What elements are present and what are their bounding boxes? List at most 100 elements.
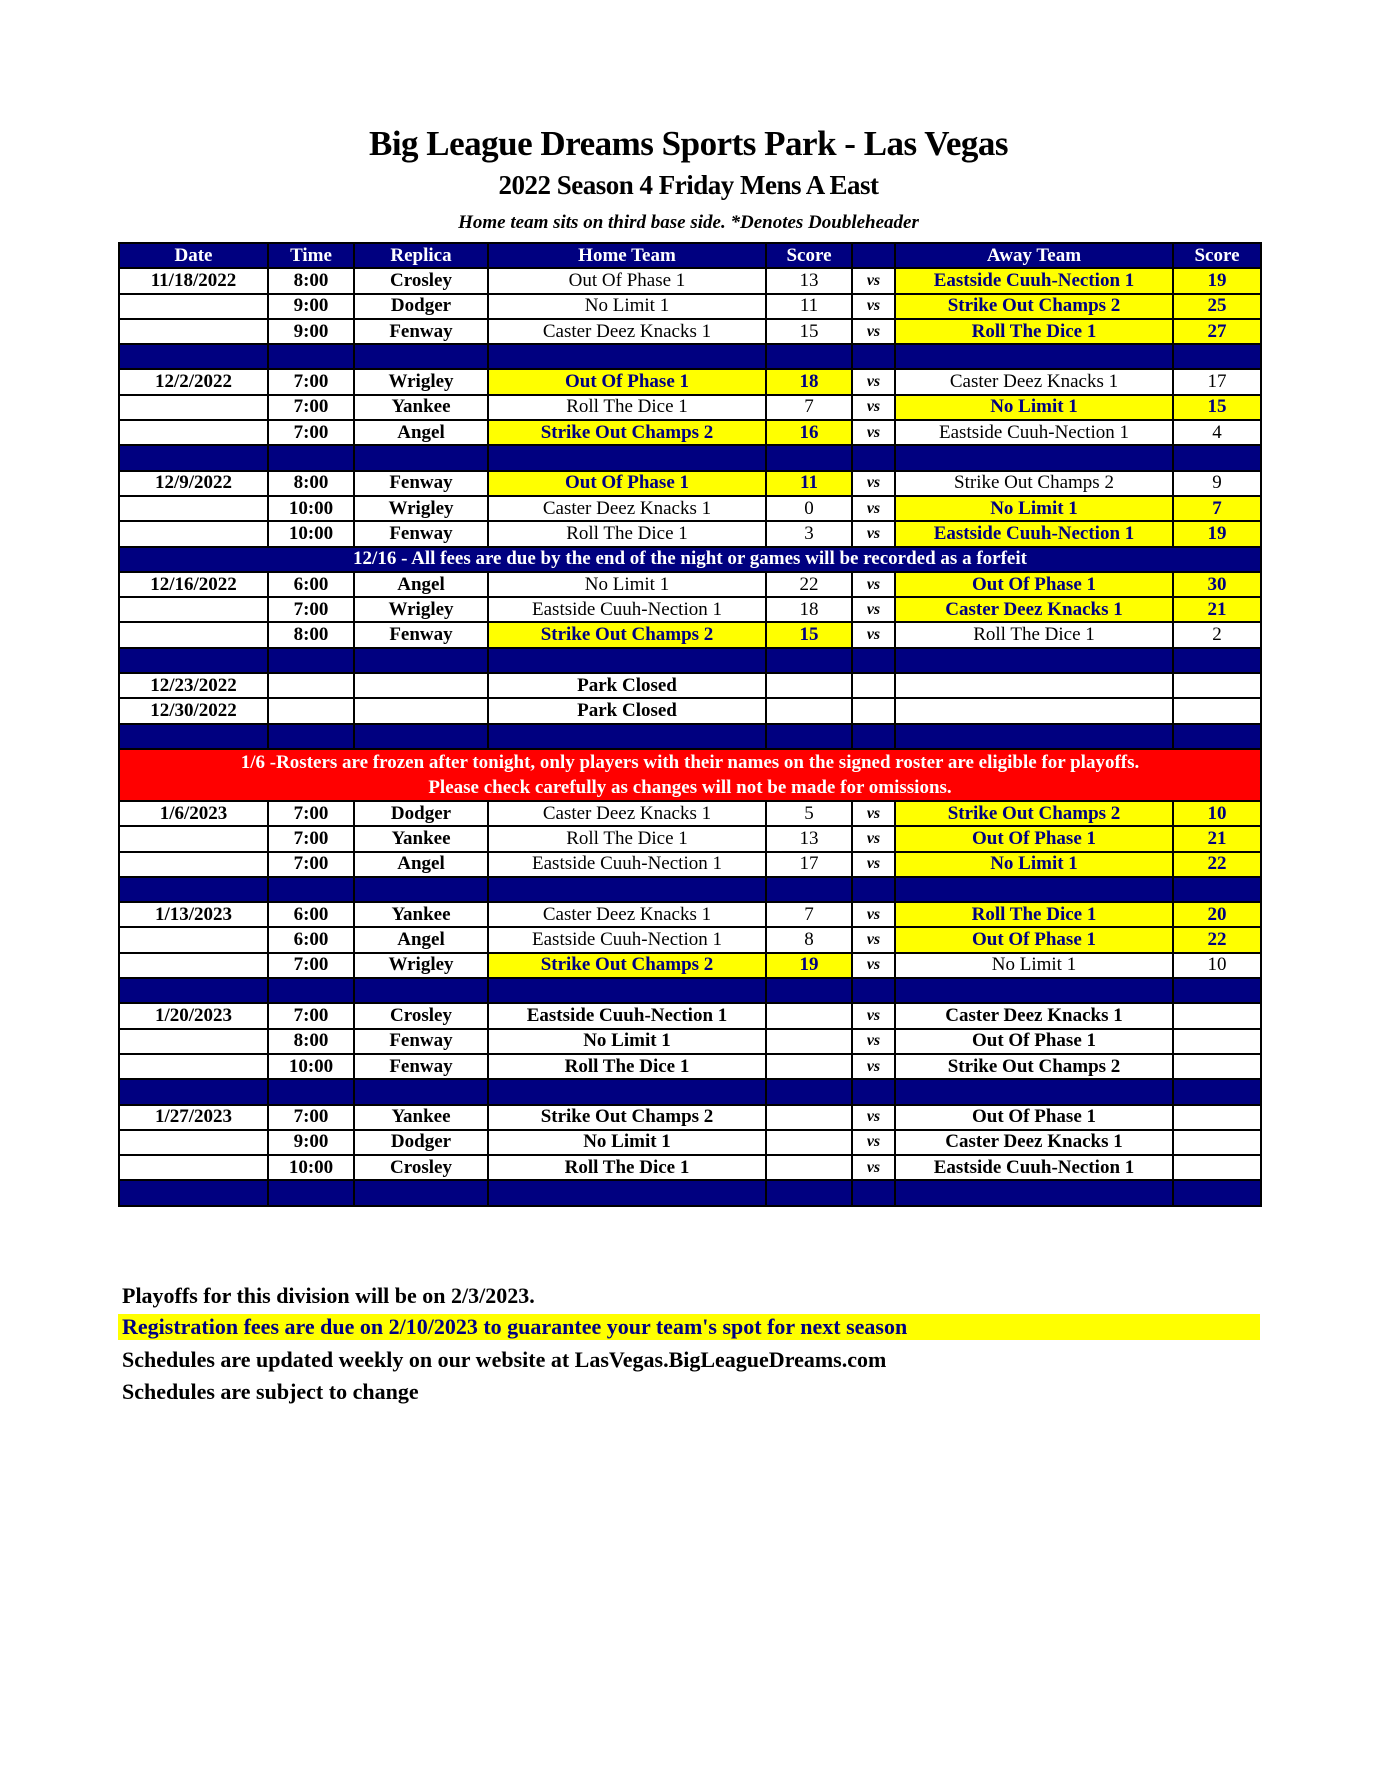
spacer-cell [1172,1179,1262,1207]
replica-cell: Wrigley [353,596,489,624]
home-score-cell: 13 [765,267,853,295]
home-team-cell: No Limit 1 [487,1027,767,1055]
spacer-cell [353,875,489,904]
roster-alert-row: 1/6 -Rosters are frozen after tonight, o… [118,747,1262,802]
spacer-cell [267,444,355,472]
home-score-cell: 16 [765,419,853,447]
page-subtitle: 2022 Season 4 Friday Mens A East [498,170,879,200]
spacer-row [118,722,1262,750]
replica-cell: Wrigley [353,494,489,523]
date-cell: 11/18/2022 [118,267,269,295]
away-team-cell: Roll The Dice 1 [894,317,1174,346]
col-date: Date [118,241,269,270]
home-score-cell [765,1052,853,1081]
spacer-cell [118,977,269,1005]
spacer-cell [267,1179,355,1207]
away-score-cell: 15 [1172,393,1262,422]
replica-cell: Angel [353,926,489,954]
date-cell [118,494,269,523]
vs-cell: vs [851,1154,896,1182]
home-score-cell: 15 [765,621,853,649]
spacer-cell [267,875,355,904]
away-score-cell: 21 [1172,825,1262,853]
away-score-cell: 27 [1172,317,1262,346]
away-team-cell: No Limit 1 [894,494,1174,523]
replica-cell: Angel [353,850,489,878]
home-team-cell: Eastside Cuuh-Nection 1 [487,850,767,878]
spacer-cell [118,343,269,371]
away-score-cell: 19 [1172,267,1262,295]
away-team-cell: Strike Out Champs 2 [894,292,1174,320]
away-score-cell: 7 [1172,494,1262,523]
away-team-cell: Out Of Phase 1 [894,1027,1174,1055]
empty-cell [851,672,896,700]
away-team-cell: Eastside Cuuh-Nection 1 [894,1154,1174,1182]
home-score-cell [765,1002,853,1030]
spacer-cell [765,977,853,1005]
away-score-cell: 30 [1172,570,1262,599]
game-row: 12/16/2022 6:00 Angel No Limit 1 22 vs Out Of … [118,570,1262,599]
away-score-cell [1172,1154,1262,1182]
replica-cell: Fenway [353,520,489,548]
game-row: 7:00 Wrigley Strike Out Champs 2 19 vs No Lim… [118,951,1262,980]
spacer-row [118,444,1262,472]
spacer-cell [765,343,853,371]
time-cell: 8:00 [267,469,355,497]
date-cell [118,1027,269,1055]
replica-cell: Wrigley [353,951,489,980]
time-cell: 7:00 [267,799,355,828]
col-away-score: Score [1172,241,1262,270]
time-cell: 9:00 [267,292,355,320]
replica-cell: Crosley [353,1002,489,1030]
spacer-cell [1172,444,1262,472]
home-team-cell: Roll The Dice 1 [487,1052,767,1081]
replica-cell: Yankee [353,901,489,929]
vs-cell: vs [851,570,896,599]
home-team-cell: Roll The Dice 1 [487,520,767,548]
home-score-cell: 19 [765,951,853,980]
spacer-cell [765,1078,853,1106]
date-cell [118,825,269,853]
replica-cell: Fenway [353,621,489,649]
away-team-cell: Caster Deez Knacks 1 [894,368,1174,396]
away-team-cell: Eastside Cuuh-Nection 1 [894,520,1174,548]
away-team-cell: Roll The Dice 1 [894,901,1174,929]
date-cell: 1/20/2023 [118,1002,269,1030]
home-score-cell: 13 [765,825,853,853]
spacer-cell [1172,1078,1262,1106]
spacer-row [118,646,1262,675]
date-cell: 1/27/2023 [118,1103,269,1131]
spacer-cell [487,875,767,904]
game-row: 11/18/2022 8:00 Crosley Out Of Phase 1 13 vs E… [118,267,1262,295]
upcoming-game-row: 1/27/2023 7:00 Yankee Strike Out Champs 2 vs… [118,1103,1262,1131]
closed-label: Park Closed [487,672,767,700]
home-team-cell: Caster Deez Knacks 1 [487,901,767,929]
replica-cell: Yankee [353,825,489,853]
vs-cell: vs [851,368,896,396]
date-cell: 12/16/2022 [118,570,269,599]
home-team-cell: Strike Out Champs 2 [487,951,767,980]
date-cell [118,850,269,878]
vs-cell: vs [851,267,896,295]
away-score-cell: 25 [1172,292,1262,320]
away-team-cell: Out Of Phase 1 [894,1103,1174,1131]
home-score-cell: 3 [765,520,853,548]
home-team-cell: Eastside Cuuh-Nection 1 [487,1002,767,1030]
home-team-cell: Caster Deez Knacks 1 [487,494,767,523]
date-cell: 12/9/2022 [118,469,269,497]
spacer-cell [118,1078,269,1106]
spacer-cell [1172,343,1262,371]
spacer-cell [267,1078,355,1106]
col-replica: Replica [353,241,489,270]
away-team-cell: Roll The Dice 1 [894,621,1174,649]
vs-cell: vs [851,596,896,624]
away-team-cell: No Limit 1 [894,951,1174,980]
replica-cell: Crosley [353,1154,489,1182]
game-row: 8:00 Fenway Strike Out Champs 2 15 vs Roll Th… [118,621,1262,649]
date-cell [118,926,269,954]
game-row: 9:00 Dodger No Limit 1 11 vs Strike Out Champ… [118,292,1262,320]
spacer-cell [894,343,1174,371]
home-score-cell: 22 [765,570,853,599]
